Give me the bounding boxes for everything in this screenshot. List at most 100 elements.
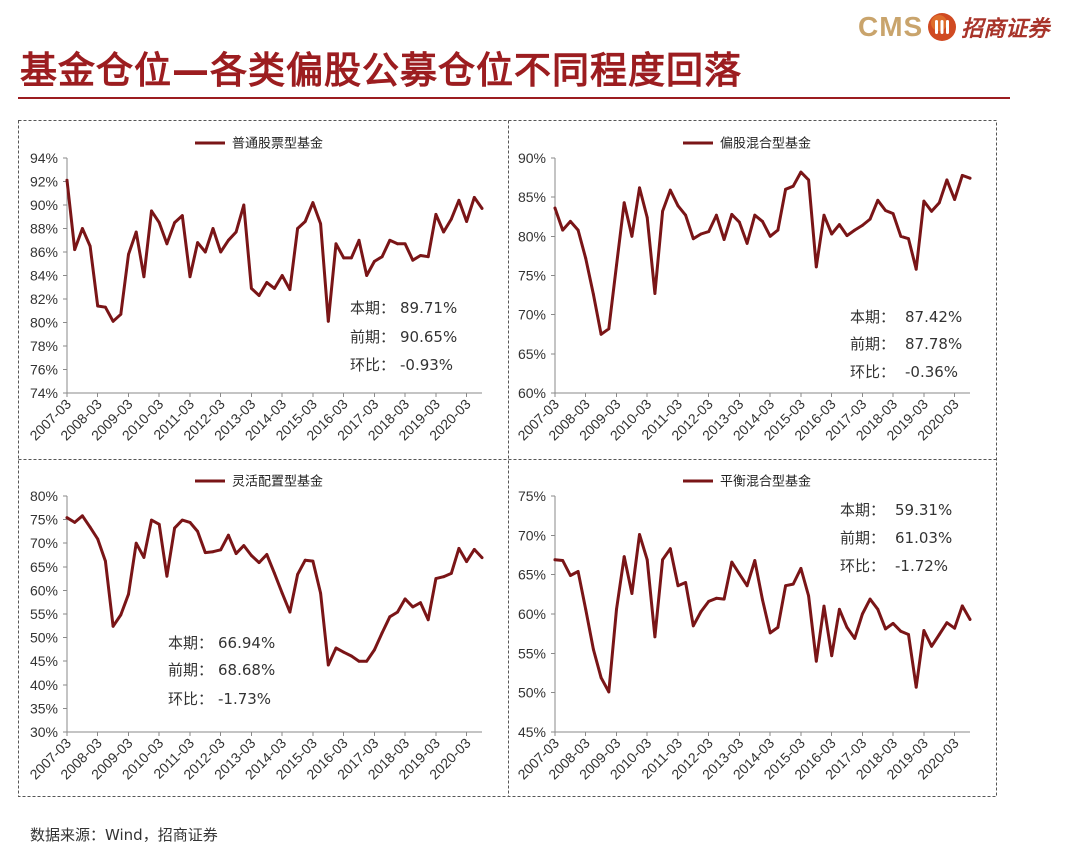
data-point xyxy=(257,561,261,564)
data-point xyxy=(845,234,849,238)
data-point xyxy=(592,648,595,651)
data-point xyxy=(668,547,672,551)
data-point xyxy=(157,522,161,526)
y-tick-label: 70% xyxy=(518,527,546,543)
data-point xyxy=(426,255,430,259)
data-point xyxy=(768,631,772,635)
data-point xyxy=(81,514,84,518)
data-point xyxy=(722,597,726,601)
annotation-label: 环比： xyxy=(850,363,895,381)
y-tick-label: 92% xyxy=(30,174,58,190)
annotation-value: -0.36% xyxy=(905,363,958,381)
annotation-label: 前期： xyxy=(350,328,395,346)
data-point xyxy=(922,629,926,632)
data-point xyxy=(434,577,438,580)
data-point xyxy=(88,244,92,248)
data-point xyxy=(396,610,399,614)
chart-panel-1: 74%76%78%80%82%84%86%88%90%92%94%2007-03… xyxy=(26,136,484,443)
data-point xyxy=(180,214,184,218)
data-point xyxy=(691,624,695,628)
data-point xyxy=(127,253,130,256)
data-point xyxy=(561,559,565,562)
data-point xyxy=(403,597,407,601)
data-point xyxy=(630,592,634,595)
data-point xyxy=(234,230,238,234)
data-point xyxy=(899,629,903,633)
data-point xyxy=(227,533,230,537)
y-tick-label: 84% xyxy=(30,268,58,284)
data-point xyxy=(768,234,772,238)
y-tick-label: 55% xyxy=(30,606,58,622)
data-point xyxy=(203,551,207,554)
annotation-label: 本期： xyxy=(168,634,213,652)
data-point xyxy=(814,659,818,663)
y-tick-label: 76% xyxy=(30,362,58,378)
data-point xyxy=(868,597,872,601)
y-tick-label: 65% xyxy=(518,567,546,583)
data-source-note: 数据来源：Wind，招商证券 xyxy=(30,826,218,844)
data-point xyxy=(173,526,177,530)
chart-frame xyxy=(18,120,997,797)
data-point xyxy=(684,213,687,217)
data-point xyxy=(303,220,307,223)
data-point xyxy=(449,217,453,221)
data-point xyxy=(465,220,468,223)
data-point xyxy=(784,584,787,588)
annotation-label: 环比： xyxy=(168,690,213,708)
data-point xyxy=(799,170,803,174)
data-point xyxy=(396,242,399,246)
data-point xyxy=(65,178,69,182)
data-point xyxy=(365,659,369,663)
data-point xyxy=(227,238,230,242)
data-point xyxy=(776,626,780,629)
data-point xyxy=(861,612,864,616)
data-point xyxy=(96,537,100,541)
logo-wordmark: CMS xyxy=(858,11,924,42)
data-point xyxy=(257,294,261,297)
data-point xyxy=(234,552,238,555)
y-tick-label: 65% xyxy=(518,346,546,362)
data-point xyxy=(196,530,200,533)
data-point xyxy=(638,533,641,536)
y-tick-label: 50% xyxy=(30,630,58,646)
data-point xyxy=(615,263,618,267)
title-underline xyxy=(18,97,1010,99)
y-tick-label: 80% xyxy=(518,228,546,244)
data-point xyxy=(715,213,718,217)
data-point xyxy=(661,209,664,213)
data-point xyxy=(311,559,315,563)
annotation-value: 66.94% xyxy=(218,634,275,652)
data-point xyxy=(853,637,857,640)
data-point xyxy=(373,260,376,263)
logo-company-name: 招商证券 xyxy=(961,17,1050,42)
data-point xyxy=(311,201,315,205)
data-point xyxy=(96,304,100,308)
data-point xyxy=(273,572,276,575)
legend-label: 灵活配置型基金 xyxy=(232,474,323,490)
data-point xyxy=(638,186,641,190)
y-tick-label: 60% xyxy=(518,606,546,622)
data-point xyxy=(219,250,223,254)
data-point xyxy=(914,685,918,689)
data-point xyxy=(273,287,276,290)
cms-logo-icon xyxy=(928,13,957,41)
y-tick-label: 85% xyxy=(518,189,546,205)
data-point xyxy=(326,663,330,667)
data-point xyxy=(142,556,146,559)
data-point xyxy=(907,237,910,241)
data-point xyxy=(342,650,346,654)
data-point xyxy=(822,213,826,217)
data-point xyxy=(745,242,749,245)
data-point xyxy=(142,275,146,279)
data-point xyxy=(807,178,810,182)
data-point xyxy=(165,242,169,246)
data-point xyxy=(357,659,361,663)
annotation-label: 本期： xyxy=(350,299,395,317)
data-point xyxy=(250,287,253,290)
data-point xyxy=(945,178,949,182)
y-tick-label: 80% xyxy=(30,488,58,504)
data-point xyxy=(738,220,741,224)
data-point xyxy=(645,558,649,562)
company-logo: CMS 招商证券 xyxy=(858,8,1049,46)
data-point xyxy=(288,288,292,291)
